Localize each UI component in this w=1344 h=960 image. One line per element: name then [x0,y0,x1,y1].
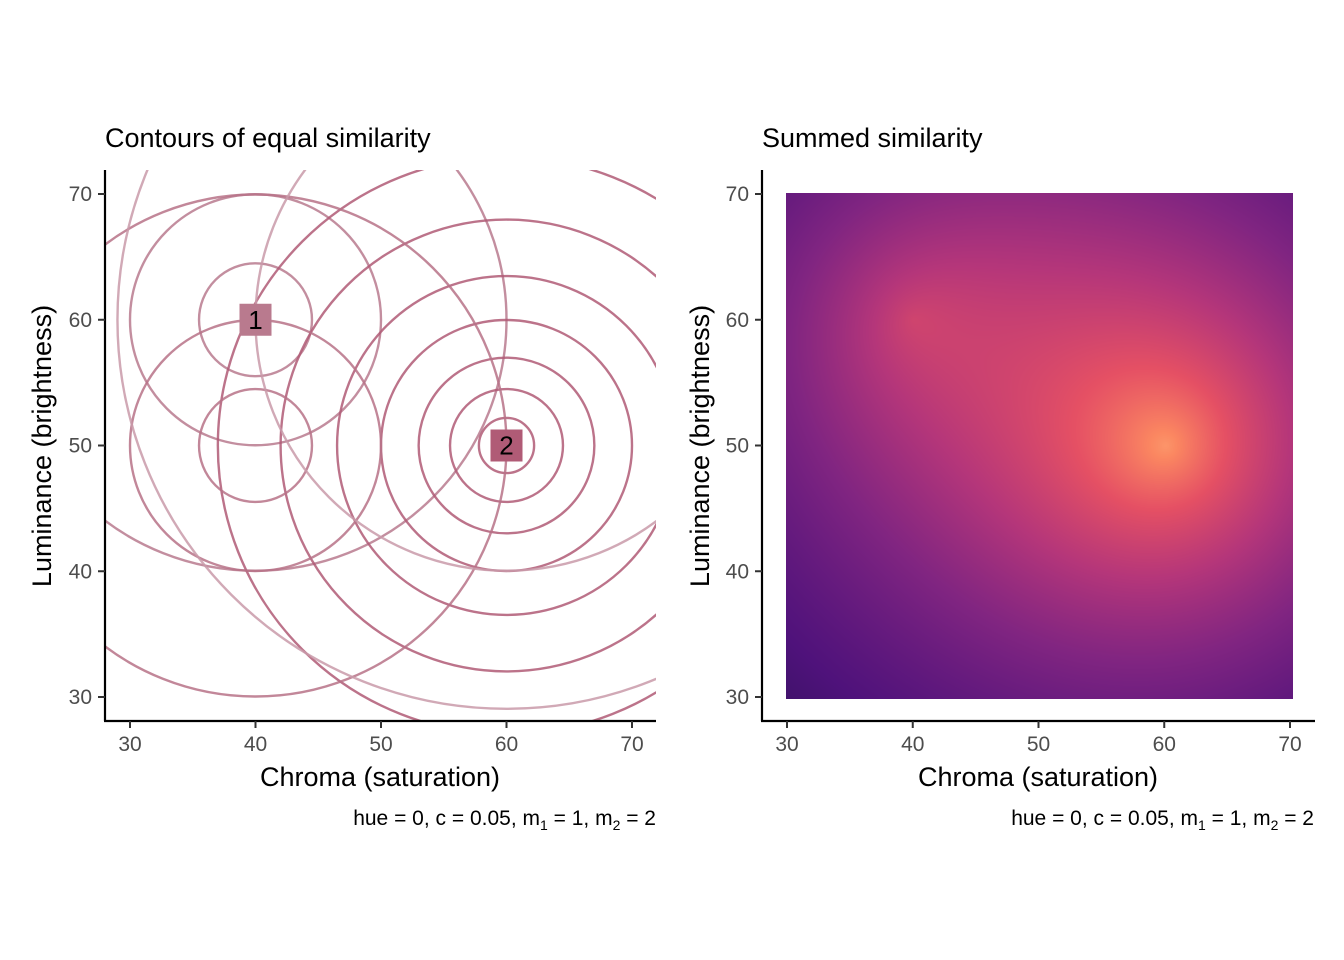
x-axis-title: Chroma (saturation) [918,762,1158,792]
right-y-tick-label-40: 40 [726,560,749,583]
right-y-tick-label-70: 70 [726,183,749,206]
left-x-tick-label-60: 60 [495,733,518,756]
heatmap-panel: Summed similarity 30 40 50 60 70 3040506070 … [685,123,1315,833]
right-x-tick-label-40: 40 [901,733,924,756]
left-x-tick-label-70: 70 [620,733,643,756]
left-y-tick-label-70: 70 [69,183,92,206]
left-y-tick-label-60: 60 [69,309,92,332]
left-x-tick-label-50: 50 [369,733,392,756]
y-axis-ticks: 30 40 50 60 70 [69,183,105,709]
caption: hue = 0, c = 0.05, m1 = 1, m2 = 2 [353,807,656,833]
contour-panel: Contours of equal similarity 12 30 40 50 60… [27,123,656,833]
contour-circle-2-2 [417,356,596,535]
y-axis-ticks: 30 40 50 60 70 [726,183,762,709]
contour-circle-aux2-0 [197,387,314,504]
y-axis-title: Luminance (brightness) [27,305,57,587]
right-x-tick-label-70: 70 [1278,733,1301,756]
contour-circle-aux3-1 [116,170,656,710]
contour-circle-2-5 [279,218,656,673]
right-y-tick-label-50: 50 [726,435,749,458]
contour-panel-title: Contours of equal similarity [105,123,431,153]
right-x-tick-label-60: 60 [1153,733,1176,756]
left-x-tick-label-40: 40 [244,733,267,756]
exemplar-markers: 12 [239,303,523,462]
contour-lines [105,170,656,720]
y-axis-title: Luminance (brightness) [685,305,715,587]
right-y-tick-label-30: 30 [726,686,749,709]
contour-circle-2-6 [216,170,656,720]
right-x-tick-label-30: 30 [775,733,798,756]
exemplar-2-label: 2 [499,431,513,461]
heatmap-panel-title: Summed similarity [762,123,983,153]
heatmap-raster [786,193,1293,699]
left-y-tick-label-40: 40 [69,560,92,583]
x-axis-title: Chroma (saturation) [260,762,500,792]
caption: hue = 0, c = 0.05, m1 = 1, m2 = 2 [1011,807,1314,833]
x-axis-ticks: 30 40 50 60 70 [775,721,1302,756]
contour-circle-2-0 [477,416,536,475]
exemplar-1-label: 1 [248,305,262,335]
x-axis-ticks: 30 40 50 60 70 [118,721,644,756]
right-y-tick-label-60: 60 [726,309,749,332]
exemplar-1-box [239,303,272,336]
left-y-tick-label-30: 30 [69,686,92,709]
left-x-tick-label-30: 30 [118,733,141,756]
right-x-tick-label-50: 50 [1027,733,1050,756]
contour-circle-1-0 [197,262,314,378]
exemplar-2-box [490,429,523,462]
left-y-tick-label-50: 50 [69,435,92,458]
contour-circle-2-1 [448,387,565,504]
contour-circle-2-4 [335,274,656,617]
